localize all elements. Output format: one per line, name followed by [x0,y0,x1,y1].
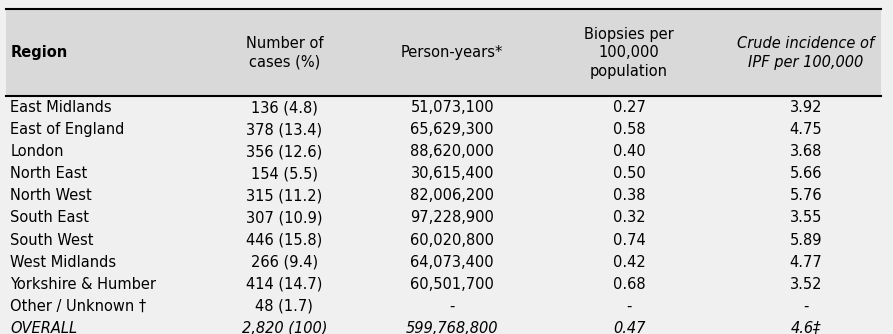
Text: 599,768,800: 599,768,800 [406,321,498,334]
Text: East of England: East of England [10,122,125,137]
Text: 0.68: 0.68 [613,277,646,292]
Text: -: - [449,299,455,314]
Text: 2,820 (100): 2,820 (100) [241,321,327,334]
Bar [6,9,880,97]
Text: 3.55: 3.55 [789,210,822,225]
Text: North West: North West [10,188,92,203]
Text: 315 (11.2): 315 (11.2) [246,188,322,203]
Text: 60,501,700: 60,501,700 [410,277,494,292]
Text: 356 (12.6): 356 (12.6) [246,144,322,159]
Text: 414 (14.7): 414 (14.7) [246,277,322,292]
Text: 136 (4.8): 136 (4.8) [251,100,318,115]
Text: 0.58: 0.58 [613,122,646,137]
Text: 307 (10.9): 307 (10.9) [246,210,322,225]
Text: Biopsies per
100,000
population: Biopsies per 100,000 population [584,27,674,79]
Text: Crude incidence of
IPF per 100,000: Crude incidence of IPF per 100,000 [738,36,874,69]
Text: 3.92: 3.92 [789,100,822,115]
Text: 51,073,100: 51,073,100 [411,100,494,115]
Text: 88,620,000: 88,620,000 [410,144,494,159]
Text: 82,006,200: 82,006,200 [410,188,494,203]
Text: 0.47: 0.47 [613,321,645,334]
Text: Number of
cases (%): Number of cases (%) [246,36,323,69]
Text: 4.77: 4.77 [789,255,822,270]
Text: 154 (5.5): 154 (5.5) [251,166,318,181]
Text: 64,073,400: 64,073,400 [411,255,494,270]
Text: 4.75: 4.75 [789,122,822,137]
Text: 446 (15.8): 446 (15.8) [246,232,322,247]
Text: OVERALL: OVERALL [10,321,78,334]
Text: 378 (13.4): 378 (13.4) [246,122,322,137]
Text: 60,020,800: 60,020,800 [410,232,494,247]
Text: 3.52: 3.52 [789,277,822,292]
Text: Region: Region [10,45,68,60]
Text: 5.89: 5.89 [789,232,822,247]
Text: Yorkshire & Humber: Yorkshire & Humber [10,277,156,292]
Text: 0.27: 0.27 [613,100,646,115]
Text: Other / Unknown †: Other / Unknown † [10,299,146,314]
Text: London: London [10,144,63,159]
Text: 97,228,900: 97,228,900 [410,210,494,225]
Text: 4.6‡: 4.6‡ [790,321,821,334]
Text: 48 (1.7): 48 (1.7) [255,299,313,314]
Text: West Midlands: West Midlands [10,255,116,270]
Text: -: - [803,299,808,314]
Text: 0.40: 0.40 [613,144,646,159]
Text: 0.74: 0.74 [613,232,646,247]
Text: South West: South West [10,232,94,247]
Text: Person-years*: Person-years* [401,45,504,60]
Text: 5.76: 5.76 [789,188,822,203]
Text: 5.66: 5.66 [789,166,822,181]
Text: North East: North East [10,166,88,181]
Text: 65,629,300: 65,629,300 [411,122,494,137]
Text: 0.42: 0.42 [613,255,646,270]
Text: 0.50: 0.50 [613,166,646,181]
Text: 30,615,400: 30,615,400 [411,166,494,181]
Text: 3.68: 3.68 [789,144,822,159]
Text: -: - [626,299,631,314]
Text: 266 (9.4): 266 (9.4) [251,255,318,270]
Text: South East: South East [10,210,89,225]
Text: 0.38: 0.38 [613,188,646,203]
Text: 0.32: 0.32 [613,210,646,225]
Text: East Midlands: East Midlands [10,100,112,115]
